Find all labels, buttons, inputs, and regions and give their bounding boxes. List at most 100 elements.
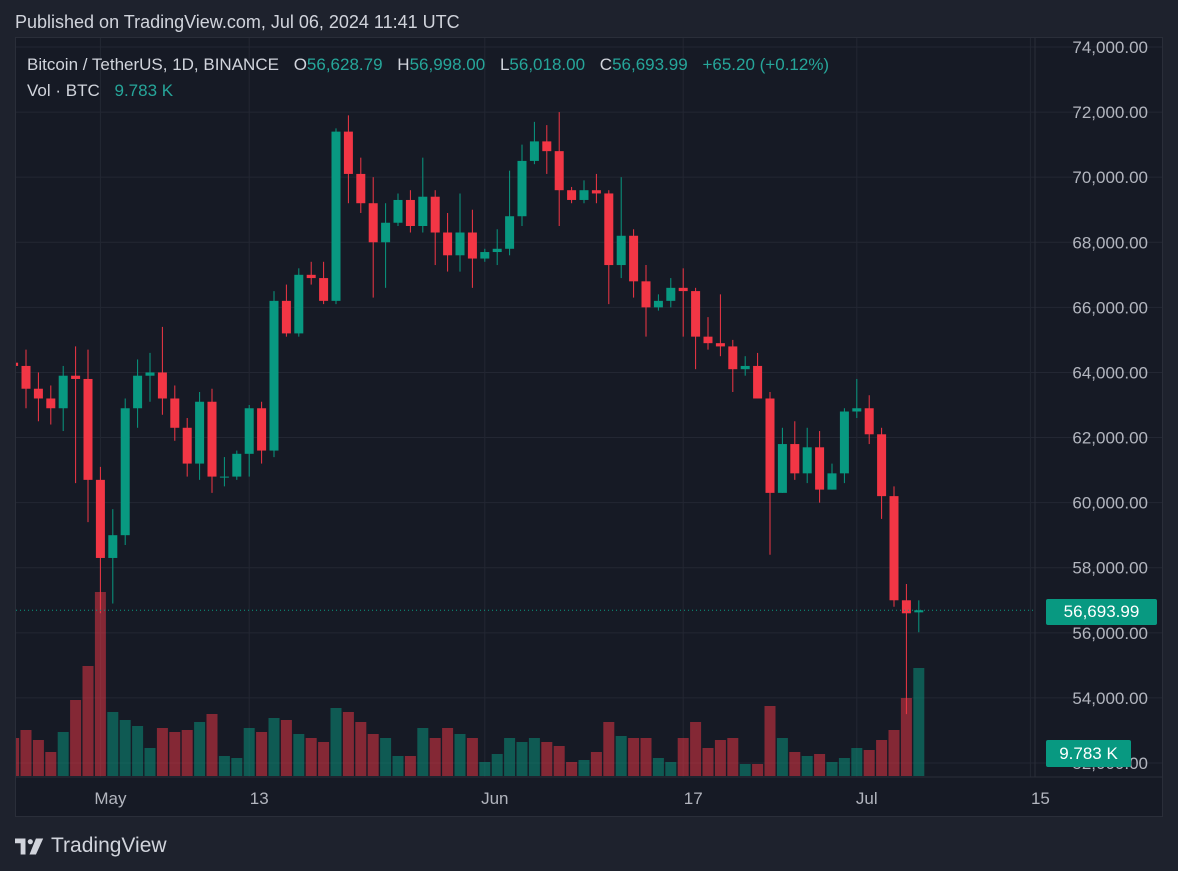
candle-body [815,447,825,490]
volume-bar [516,742,528,776]
low-value: 56,018.00 [509,55,586,74]
time-tick-label: 15 [1031,789,1050,808]
candle-body [294,274,304,334]
volume-bar [578,760,590,776]
volume-bar [94,592,106,776]
volume-bar [628,738,640,776]
candle-body [120,408,130,536]
price-tick-label: 74,000.00 [1072,38,1148,57]
candle-body [16,362,19,366]
volume-bar [243,728,255,776]
candle-body [914,610,924,613]
candle-body [591,190,601,194]
price-tick-label: 66,000.00 [1072,298,1148,317]
candle-body [517,160,527,217]
candle-body [691,291,701,337]
volume-bar [156,728,168,776]
high-value: 56,998.00 [409,55,486,74]
change-value: +65.20 (+0.12%) [702,55,830,74]
volume-bar [454,734,466,776]
volume-bar [32,740,44,776]
candle-body [901,600,911,614]
candle-body [157,372,167,399]
volume-bar [442,728,454,776]
candle-body [666,287,676,301]
time-tick-label: 17 [684,789,703,808]
price-tick-label: 54,000.00 [1072,689,1148,708]
symbol-label[interactable]: Bitcoin / TetherUS, 1D, BINANCE [27,55,279,74]
candle-body [455,232,465,256]
candle-body [790,444,800,474]
price-axis[interactable]: 74,000.00 72,000.00 70,000.00 68,000.00 66,0… [1072,38,1148,773]
chart-pane[interactable] [15,37,1163,817]
last-price-tag: 56,693.99 [1046,599,1157,625]
volume-bar [702,748,714,776]
volume-bar [0,724,7,776]
time-axis[interactable]: May 13 Jun 17 Jul 15 [94,789,1050,808]
candle-body [653,300,663,308]
volume-bar [776,738,788,776]
candle-body [877,434,887,497]
volume-bar [528,738,540,776]
volume-bar [280,720,292,776]
volume-bar [590,752,602,776]
candle-body [740,365,750,370]
candle-body [356,173,366,204]
volume-bar [900,698,912,776]
price-tick-label: 56,000.00 [1072,624,1148,643]
candle-body [629,235,639,282]
volume-bar [826,762,838,776]
volume-bar [652,758,664,776]
volume-value: 9.783 K [114,81,174,100]
time-tick-label: Jun [481,789,508,808]
candle-body [343,131,353,174]
volume-bar [603,722,615,776]
volume-bar [305,738,317,776]
candle-body [765,398,775,493]
ohlc-legend: Bitcoin / TetherUS, 1D, BINANCE O56,628.… [27,55,829,75]
last-volume-tag: 9.783 K [1046,740,1131,767]
candle-body [889,496,899,601]
volume-bar [690,722,702,776]
time-tick-label: 13 [250,789,269,808]
candle-body [678,287,688,292]
candle-body [0,356,6,363]
published-header: Published on TradingView.com, Jul 06, 20… [15,12,460,32]
volume-bar [293,734,305,776]
candle-body [567,190,577,200]
volume-bar [70,700,82,776]
volume-bar [20,730,32,776]
candle-body [852,408,862,412]
candle-body [703,336,713,344]
volume-legend: Vol · BTC 9.783 K [27,81,173,101]
volume-bar [429,738,441,776]
candle-body [219,476,229,478]
tradingview-brand[interactable]: TradingView [15,834,167,858]
candle-body [430,196,440,233]
candle-body [368,203,378,243]
candle-body [579,190,589,200]
candle-body [753,365,763,399]
candle-body [839,411,849,474]
tradingview-logo-icon [15,837,44,855]
candle-body [331,131,341,301]
price-tick-label: 64,000.00 [1072,363,1148,382]
volume-bar [218,756,230,776]
candle-body [46,398,56,409]
volume-bar [752,764,764,776]
candle-body [616,235,626,266]
volume-bar [566,762,578,776]
candle-body [232,453,242,477]
candle-body [257,408,267,451]
price-tick-label: 70,000.00 [1072,168,1148,187]
price-tick-label: 72,000.00 [1072,103,1148,122]
grid [16,38,1162,778]
price-tick-label: 60,000.00 [1072,494,1148,513]
candle-body [505,216,515,249]
volume-label[interactable]: Vol · BTC [27,81,100,100]
volume-bar [714,740,726,776]
candle-body [71,375,81,379]
candle-body [777,444,787,493]
volume-bar [541,742,553,776]
